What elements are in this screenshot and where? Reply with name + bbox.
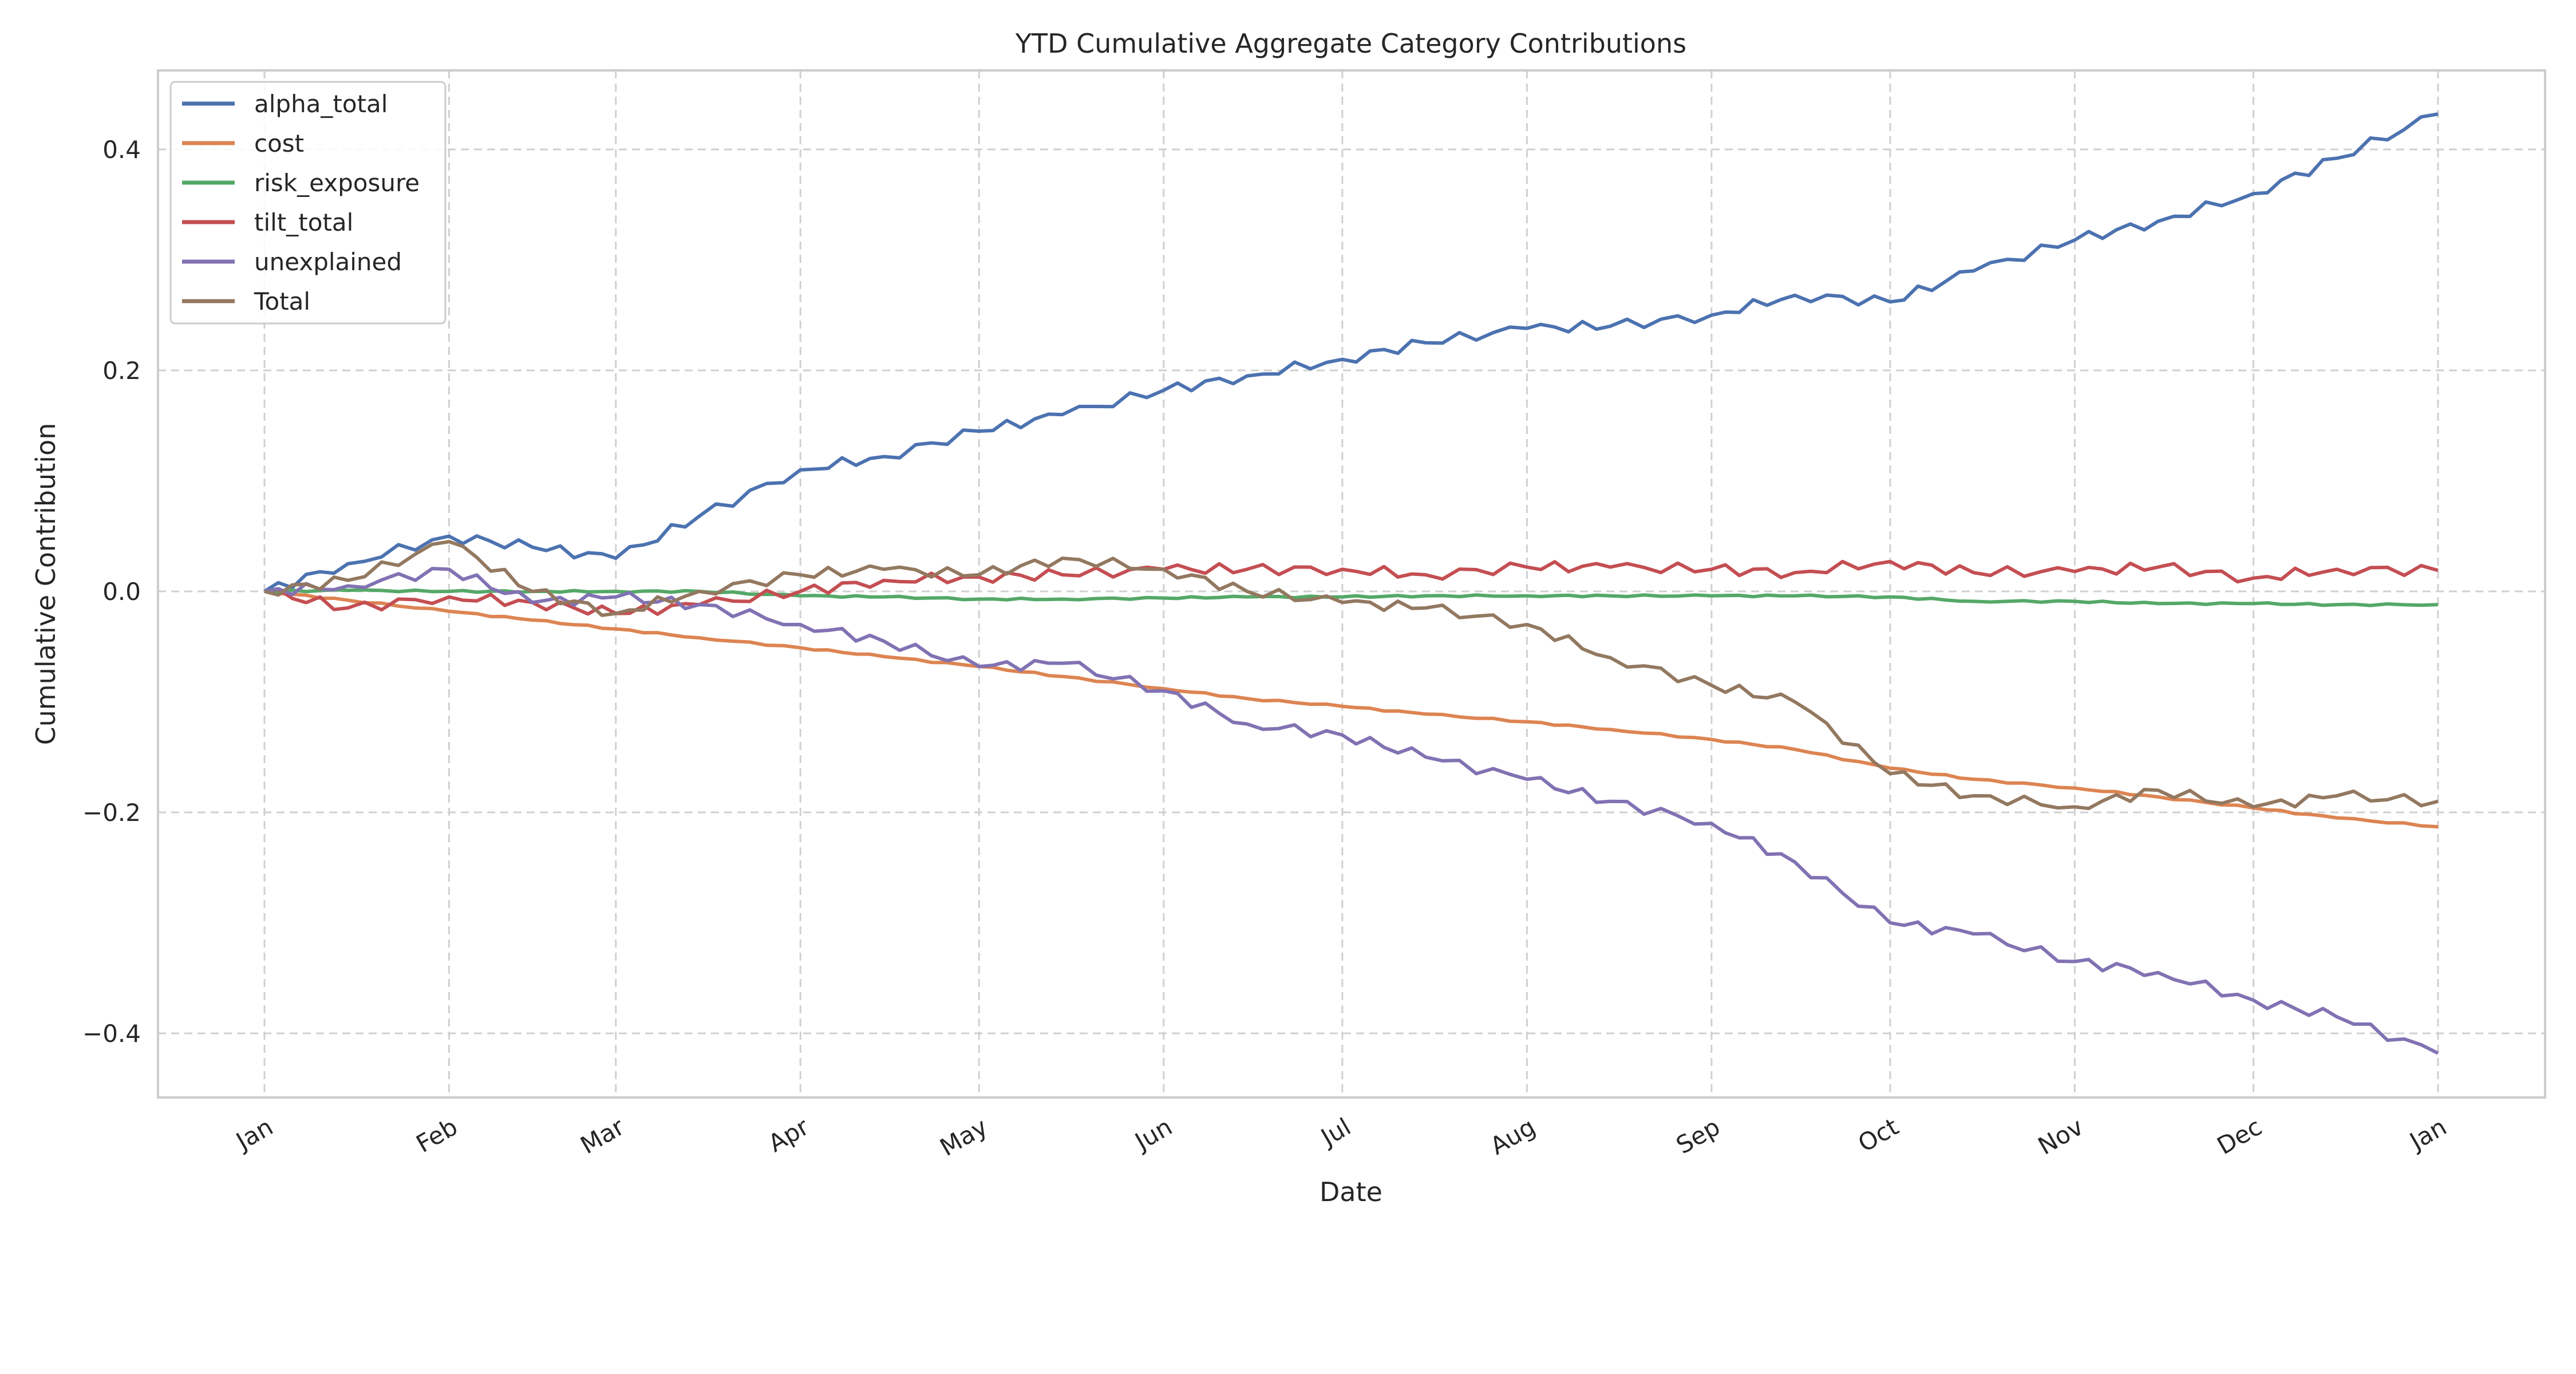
x-tick-label: Sep	[1672, 1112, 1725, 1159]
y-axis-label: Cumulative Contribution	[30, 423, 61, 745]
x-tick-label: Jan	[230, 1112, 278, 1156]
x-tick-label: Dec	[2212, 1112, 2267, 1160]
series-line-unexplained	[264, 567, 2439, 1055]
legend-label: cost	[254, 129, 304, 157]
chart-title: YTD Cumulative Aggregate Category Contri…	[1015, 28, 1686, 59]
series-lines	[263, 112, 2439, 1055]
legend-label: alpha_total	[254, 90, 388, 118]
series-line-alpha_total	[263, 112, 2439, 593]
x-tick-label: Jan	[2404, 1112, 2451, 1156]
y-tick-label: −0.4	[82, 1020, 141, 1048]
x-tick-label: Nov	[2033, 1112, 2088, 1160]
x-axis-ticks: Jan Feb Mar Apr May Jun Jul Aug Sep Oct Nov Dec Jan	[230, 1112, 2451, 1162]
series-line-Total	[264, 540, 2439, 811]
plot-area-frame	[157, 69, 2546, 1099]
y-tick-label: −0.2	[82, 799, 141, 827]
x-tick-label: Mar	[576, 1112, 630, 1159]
x-tick-label: Oct	[1854, 1112, 1903, 1158]
x-axis-label: Date	[1319, 1176, 1382, 1207]
x-tick-label: Feb	[412, 1112, 463, 1158]
y-tick-label: 0.4	[102, 136, 141, 164]
legend-label: risk_exposure	[254, 169, 420, 197]
x-tick-label: Jun	[1129, 1112, 1177, 1156]
x-tick-label: Aug	[1485, 1112, 1540, 1160]
series-line-risk_exposure	[264, 588, 2439, 607]
y-axis-ticks: 0.4 0.2 0.0 −0.2 −0.4	[82, 136, 141, 1048]
legend-label: tilt_total	[254, 208, 353, 236]
legend-label: unexplained	[254, 248, 402, 276]
x-tick-label: Jul	[1315, 1112, 1356, 1152]
series-line-cost	[264, 590, 2439, 829]
y-tick-label: 0.2	[102, 357, 141, 385]
y-tick-label: 0.0	[102, 578, 141, 606]
x-tick-label: May	[935, 1112, 993, 1162]
legend-box	[169, 81, 447, 325]
legend-label: Total	[254, 287, 310, 315]
x-tick-label: Apr	[764, 1112, 814, 1158]
